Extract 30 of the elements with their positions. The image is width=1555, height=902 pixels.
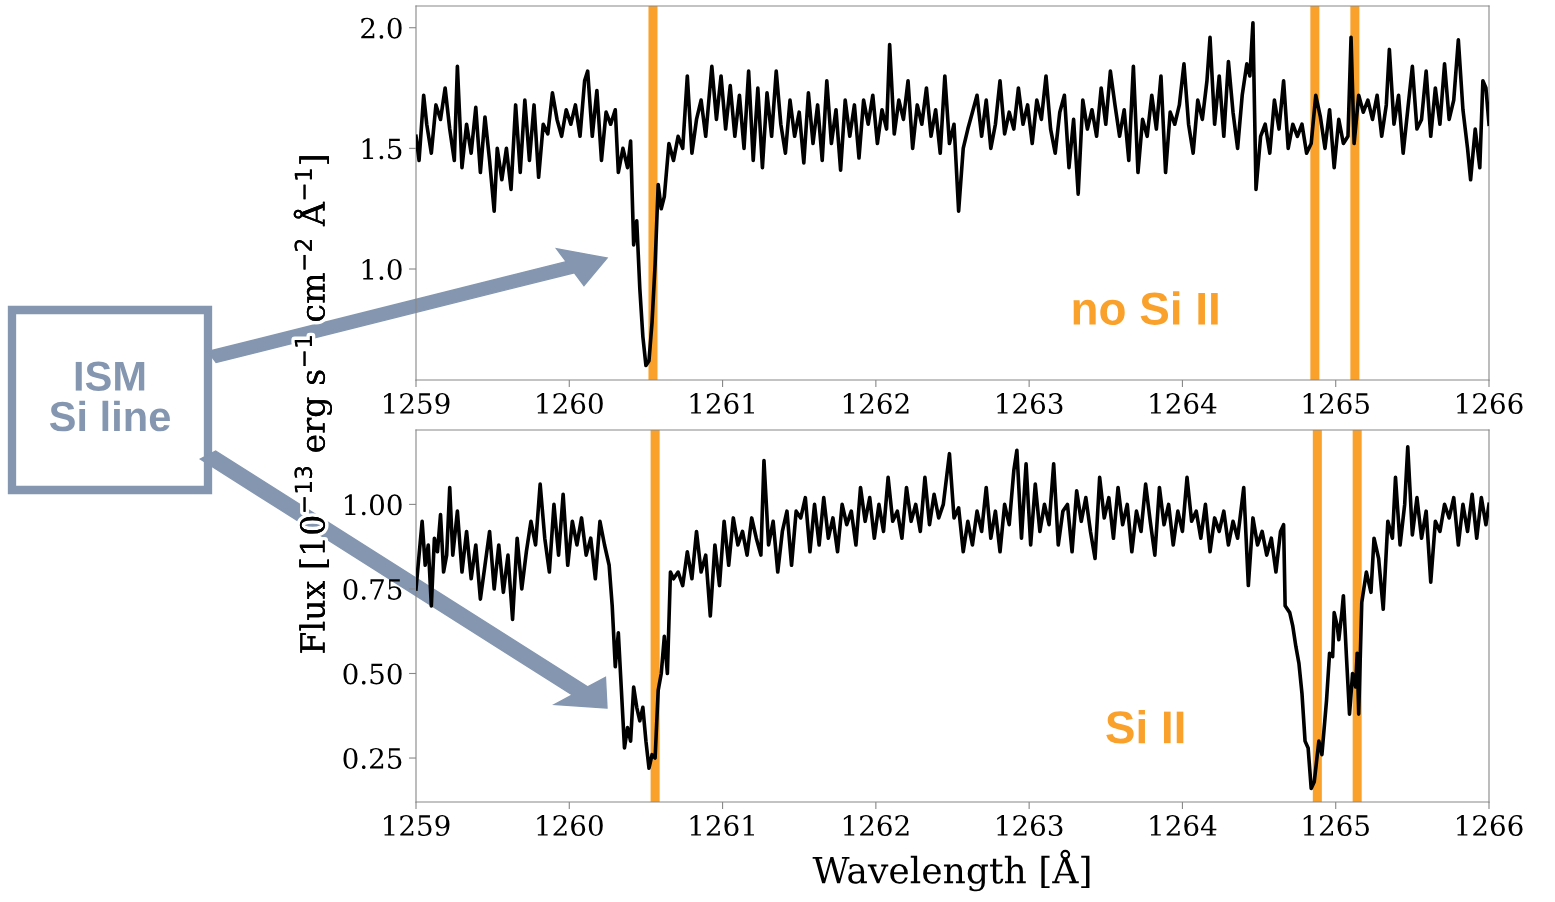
text: Flux [10$^{−13}$ erg s$^{−1}$ cm$^{−2}$ Å$^{−1}$]: [293, 156, 333, 653]
y-tick-label: 0.50: [343, 663, 402, 685]
text: ISM Si line: [49, 361, 170, 432]
y-tick-label: 1.5: [362, 138, 402, 160]
line-series: [416, 21, 1489, 368]
y-tick-label: 0.25: [343, 747, 402, 769]
x-tick-label: 1261: [690, 814, 754, 836]
x-tick-label: 1262: [843, 814, 909, 836]
x-tick-label: 1259: [384, 392, 450, 414]
y-tick-label: 1.00: [345, 494, 402, 516]
annotation: Si II: [1106, 709, 1184, 744]
annotation: no Si II: [1073, 291, 1218, 325]
x-tick-label: 1262: [843, 392, 909, 414]
y-tick-label: 2.0: [361, 17, 402, 39]
x-tick-label: 1261: [690, 392, 754, 414]
x-tick-label: 1260: [537, 392, 603, 414]
x-tick-label: 1260: [537, 814, 603, 836]
y-tick-label: 1.0: [362, 258, 402, 280]
x-tick-label: 1264: [1150, 814, 1217, 836]
x-tick-label: 1263: [997, 392, 1063, 414]
x-axis-title: Wavelength [Å]: [812, 849, 1090, 892]
x-tick-label: 1265: [1303, 814, 1369, 836]
y-tick-label: 0.75: [343, 578, 402, 600]
x-tick-label: 1266: [1457, 392, 1523, 414]
line-series: [416, 445, 1489, 791]
x-tick-label: 1266: [1457, 814, 1523, 836]
x-tick-label: 1265: [1303, 392, 1369, 414]
x-tick-label: 1259: [384, 814, 450, 836]
x-tick-label: 1263: [997, 814, 1063, 836]
x-tick-label: 1264: [1150, 392, 1217, 414]
